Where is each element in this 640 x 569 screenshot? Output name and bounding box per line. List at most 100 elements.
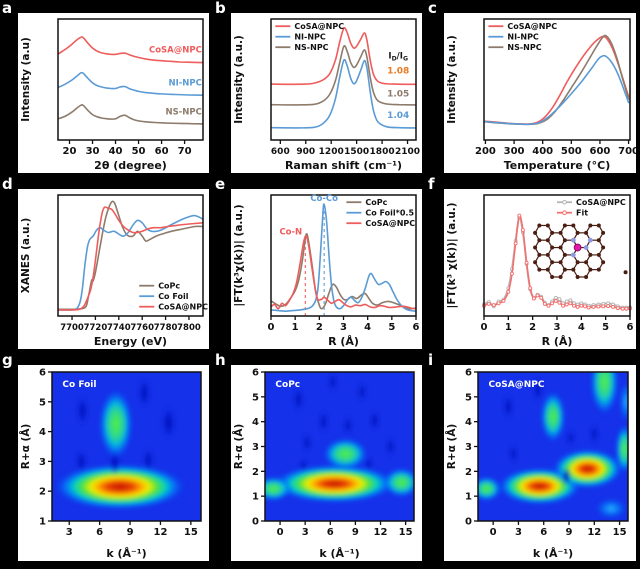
panel-b: b 600 900 1200 1500 1800 2100 Raman shift (cm⁻¹… [213, 0, 426, 176]
series-CoSA@NPC [58, 206, 203, 311]
series-CoSA@NPC [58, 36, 203, 64]
x-axis-label: R (Å) [542, 335, 573, 348]
y-tick-label: 1 [252, 492, 259, 503]
annotation: NI-NPC [168, 79, 201, 89]
x-axis-label: 2θ (degree) [94, 159, 167, 172]
x-axis-label: Raman shift (cm⁻¹) [285, 159, 402, 172]
y-axis-label: Intensity (a.u.) [446, 35, 458, 124]
series-NS-NPC [58, 103, 203, 125]
x-tick-label: 1 [292, 322, 299, 333]
x-tick-label: 2 [316, 322, 323, 333]
plot-frame [57, 194, 204, 317]
panel-b-chart: 600 900 1200 1500 1800 2100 Raman shift (cm⁻¹)… [233, 18, 420, 172]
series-NI-NPC [484, 54, 630, 126]
y-axis-label: |FT(k³χ(k))| (a.u.) [233, 204, 245, 306]
x-tick-label: 6 [540, 527, 547, 538]
panel-card: Co Foil 3 6 9 12 15 1 2 3 4 5 6 k (Å⁻¹) R+α (Å) [18, 365, 209, 561]
panel-letter-i: i [428, 351, 434, 369]
legend-label: NI-NPC [294, 33, 326, 42]
panel-f-chart: 0 1 2 3 4 5 6 R (Å) |FT(k³ χ(k))| (a.u.) CoSA@NPC… [446, 194, 634, 348]
y-tick-label: 1 [39, 517, 46, 528]
legend-label: CoPc [365, 198, 387, 207]
molecular-structure-inset [533, 223, 628, 279]
y-tick-label: 3 [39, 457, 46, 468]
panel-letter-e: e [215, 175, 226, 193]
plot-frame [51, 371, 202, 522]
x-tick-label: 12 [587, 527, 601, 538]
y-tick-label: 3 [252, 442, 259, 453]
cobalt-atom [573, 243, 582, 252]
x-tick-label: 9 [352, 527, 359, 538]
y-tick-label: 4 [465, 417, 472, 428]
x-tick-label: 60 [155, 146, 169, 157]
x-tick-label: 400 [532, 146, 553, 157]
x-tick-label: 2100 [395, 147, 420, 157]
panel-card: 20 30 40 50 60 70 2θ (degree) Intensity (a.u) Co… [18, 13, 209, 173]
x-tick-label: 1200 [319, 147, 344, 157]
x-tick-label: 200 [475, 146, 496, 157]
panel-letter-d: d [2, 175, 13, 193]
x-tick-label: 12 [153, 527, 167, 538]
x-tick-label: 9 [566, 527, 573, 538]
x-tick-label: 0 [277, 527, 284, 538]
annotation: Co-N [279, 227, 302, 237]
panel-card: 0 1 2 3 4 5 6 R (Å) |FT(k³χ(k))| (a.u.) CoPc Co Fo… [231, 189, 422, 349]
y-tick-label: 0 [252, 517, 259, 528]
annotation: 1.08 [387, 66, 409, 76]
x-tick-label: 0 [481, 322, 488, 333]
legend: CoSA@NPC Fit [557, 198, 626, 218]
heatmap-title: CoPc [275, 380, 300, 390]
x-tick-label: 2 [529, 322, 536, 333]
annotation: Co-Co [310, 194, 338, 204]
series-NI-NPC [58, 71, 203, 96]
y-tick-label: 6 [252, 368, 259, 379]
panel-letter-h: h [215, 351, 226, 369]
x-tick-label: 7800 [177, 323, 201, 333]
annotation: 1.04 [387, 111, 409, 121]
plot-frame [270, 18, 417, 141]
x-tick-label: 15 [399, 527, 413, 538]
x-tick-label: 500 [561, 146, 582, 157]
panel-f: f 0 1 2 3 4 5 6 R (Å) |FT(k³ χ(k))| (a.u.) CoSA@NP… [426, 175, 640, 352]
panel-card: 600 900 1200 1500 1800 2100 Raman shift (cm⁻¹)… [231, 13, 422, 173]
series-NI-NPC [271, 58, 416, 129]
x-tick-label: 7740 [107, 323, 131, 333]
y-axis-label: R+α (Å) [445, 424, 458, 469]
panel-c-chart: 200 300 400 500 600 700 Temperature (°C) Intens… [446, 18, 639, 172]
x-axis-label: R (Å) [328, 335, 359, 348]
x-tick-label: 7720 [84, 323, 108, 333]
x-tick-label: 7760 [130, 323, 154, 333]
panel-letter-b: b [215, 0, 226, 17]
x-tick-label: 15 [613, 527, 627, 538]
x-tick-label: 20 [63, 146, 77, 157]
x-tick-label: 5 [388, 322, 395, 333]
x-tick-label: 0 [490, 527, 497, 538]
panel-card: 7700 7720 7740 7760 7780 7800 Energy (eV) XANES… [18, 189, 209, 349]
x-tick-label: 6 [327, 527, 334, 538]
annotation: NS-NPC [165, 108, 201, 118]
y-tick-label: 1 [465, 492, 472, 503]
x-tick-label: 15 [184, 527, 198, 538]
x-tick-label: 70 [178, 146, 192, 157]
heatmap-blobs [478, 372, 628, 520]
panel-e: e 0 1 2 3 4 5 6 R (Å) |FT(k³χ(k))| (a.u.) CoPc Co F… [213, 175, 426, 352]
y-tick-label: 4 [252, 417, 259, 428]
panel-card: 0 1 2 3 4 5 6 R (Å) |FT(k³ χ(k))| (a.u.) CoSA@NPC… [444, 189, 636, 349]
panel-e-chart: 0 1 2 3 4 5 6 R (Å) |FT(k³χ(k))| (a.u.) CoPc Co Fo… [233, 194, 420, 348]
y-tick-label: 5 [465, 392, 472, 403]
panel-letter-f: f [428, 175, 435, 193]
panel-a: a 20 30 40 50 60 70 2θ (degree) Intensity (a.u) C… [0, 0, 213, 176]
x-tick-label: 3 [554, 322, 561, 333]
panel-c: c 200 300 400 500 600 700 Temperature (°C) Inten… [426, 0, 640, 176]
x-tick-label: 5 [602, 322, 609, 333]
panel-h: h CoPc 0 3 6 9 12 15 0 1 2 3 4 5 6 k (Å⁻¹) R+α (Å) [213, 351, 426, 569]
series-CoSA@NPC [271, 26, 416, 86]
x-axis-label: k (Å⁻¹) [106, 547, 146, 560]
x-tick-label: 6 [413, 322, 420, 333]
